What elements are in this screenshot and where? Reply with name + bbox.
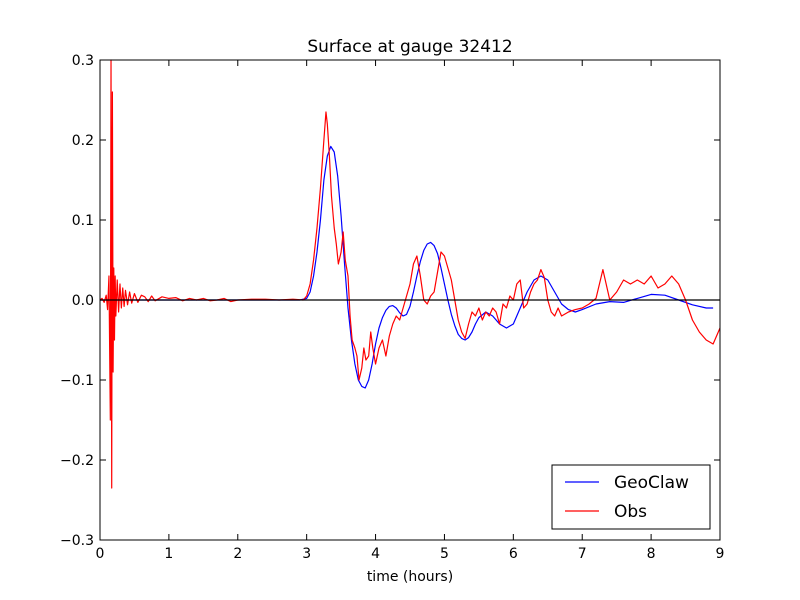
legend-box [551, 464, 711, 530]
x-tick-label: 5 [440, 546, 449, 562]
y-tick-label: −0.1 [60, 373, 94, 389]
x-tick-label: 6 [509, 546, 518, 562]
y-tick-label: 0.2 [72, 133, 94, 149]
series-line-geoclaw [100, 145, 714, 389]
chart-title: Surface at gauge 32412 [307, 37, 512, 57]
x-tick-label: 1 [164, 546, 173, 562]
x-tick-label: 3 [302, 546, 311, 562]
y-tick-label: 0.0 [72, 293, 94, 309]
y-tick-label: 0.3 [72, 53, 94, 69]
y-tick-label: −0.2 [60, 453, 94, 469]
x-tick-label: 4 [371, 546, 380, 562]
x-tick-label: 0 [96, 546, 105, 562]
legend: GeoClaw Obs [551, 464, 711, 530]
y-tick-labels: −0.3 −0.2 −0.1 0.0 0.1 0.2 0.3 [60, 53, 94, 549]
x-tick-label: 8 [647, 546, 656, 562]
ticks-layer [99, 59, 721, 541]
x-axis-label: time (hours) [367, 569, 453, 585]
legend-label-obs: Obs [614, 502, 647, 522]
y-tick-label: −0.3 [60, 533, 94, 549]
x-tick-label: 2 [233, 546, 242, 562]
x-tick-labels: 0 1 2 3 4 5 6 7 8 9 [96, 546, 725, 562]
legend-label-geoclaw: GeoClaw [614, 473, 689, 493]
y-tick-label: 0.1 [72, 213, 94, 229]
x-tick-label: 7 [578, 546, 587, 562]
x-tick-label: 9 [716, 546, 725, 562]
